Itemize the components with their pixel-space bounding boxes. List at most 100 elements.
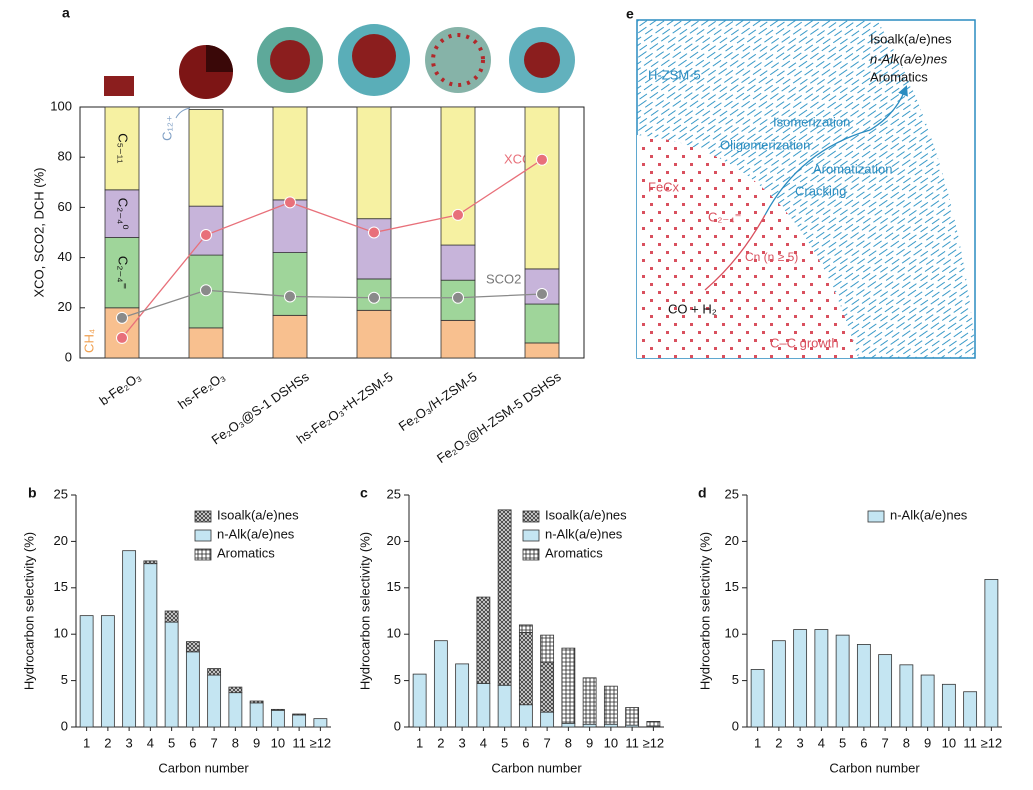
bar-segment — [920, 674, 935, 728]
bar-segment — [412, 673, 427, 728]
x-axis-label: Carbon number — [491, 760, 582, 775]
particle-illustrations — [104, 24, 575, 99]
bar-segment — [185, 651, 200, 728]
bar-segment — [814, 629, 829, 728]
bar-segment — [143, 563, 158, 728]
y-tick-label: 25 — [387, 486, 401, 501]
y-axis-label: XCO, SCO2, DCH (%) — [31, 167, 46, 297]
feed: CO + H₂ — [668, 301, 717, 316]
bar-segment — [356, 309, 392, 359]
marker — [284, 290, 296, 303]
marker — [116, 311, 128, 324]
y-tick-label: 40 — [58, 249, 72, 264]
bar-segment — [878, 654, 893, 728]
bar-segment — [646, 721, 661, 727]
bar-segment — [984, 579, 999, 728]
bar-segment — [899, 664, 914, 728]
zeolite-label: H-ZSM-5 — [648, 67, 701, 82]
bar-segment — [292, 713, 307, 716]
x-tick-label: 1 — [83, 735, 90, 750]
bar-segment — [524, 106, 560, 270]
y-tick-label: 5 — [394, 672, 401, 687]
y-tick-label: 80 — [58, 149, 72, 164]
bar-segment — [476, 682, 491, 728]
x-tick-label: 5 — [168, 735, 175, 750]
bar-segment — [540, 634, 555, 663]
bar-segment — [625, 707, 640, 726]
y-tick-label: 0 — [394, 718, 401, 733]
step: Aromatization — [813, 161, 892, 176]
bar-segment — [497, 509, 512, 686]
bar-segment — [941, 683, 956, 728]
y-tick-label: 10 — [725, 626, 739, 641]
x-tick-label: b-Fe₂O₃ — [96, 369, 143, 408]
y-axis-label: Hydrocarbon selectivity (%) — [21, 532, 36, 690]
legend-label: n-Alk(a/e)nes — [545, 526, 623, 541]
x-tick-label: 9 — [924, 735, 931, 750]
bar-segment — [540, 661, 555, 713]
bar-segment — [164, 610, 179, 623]
bar-segment — [524, 342, 560, 359]
legend-label: n-Alk(a/e)nes — [890, 507, 968, 522]
bar-segment — [440, 106, 476, 246]
x-tick-label: 7 — [544, 735, 551, 750]
bar-segment — [603, 685, 618, 725]
bar-segment — [524, 303, 560, 344]
y-tick-label: 5 — [61, 672, 68, 687]
y-axis-label: Hydrocarbon selectivity (%) — [357, 532, 372, 690]
y-tick-label: 20 — [58, 299, 72, 314]
bar-segment — [835, 634, 850, 728]
legend-label: Aromatics — [545, 545, 603, 560]
x-tick-label: 10 — [604, 735, 618, 750]
x-tick-label: 11 — [292, 735, 306, 750]
bar-segment — [122, 550, 137, 728]
x-tick-label: 6 — [860, 735, 867, 750]
legend-swatch — [522, 529, 540, 542]
x-tick-label: 4 — [147, 735, 154, 750]
diagram: e Isoalk(a/e)nes n-Alk(a/e)nes Aromatics… — [626, 6, 976, 359]
x-tick-label: 8 — [232, 735, 239, 750]
marker — [536, 287, 548, 300]
bar-segment — [561, 722, 576, 728]
legend-swatch — [194, 510, 212, 523]
legend-swatch — [194, 529, 212, 542]
y-tick-label: 0 — [732, 718, 739, 733]
growth: C–C growth — [770, 335, 839, 350]
intermediate: Cn (n ≥ 5) — [745, 250, 798, 264]
legend-swatch — [522, 548, 540, 561]
y-tick-label: 0 — [61, 718, 68, 733]
x-tick-label: 8 — [903, 735, 910, 750]
marker — [200, 229, 212, 242]
x-axis-label: Carbon number — [829, 760, 920, 775]
y-tick-label: 25 — [725, 486, 739, 501]
product: Aromatics — [870, 69, 928, 84]
x-tick-label: 8 — [565, 735, 572, 750]
bar-segment — [272, 252, 308, 316]
legend-swatch — [522, 510, 540, 523]
bar-segment — [963, 691, 978, 728]
x-tick-label: 2 — [775, 735, 782, 750]
legend-swatch — [194, 548, 212, 561]
bar-segment — [313, 718, 328, 728]
bar-segment — [272, 314, 308, 359]
legend-swatch — [867, 510, 885, 523]
marker — [452, 291, 464, 304]
bar-segment — [771, 640, 786, 728]
bar-segment — [79, 615, 94, 728]
bar-segment — [104, 106, 140, 191]
x-tick-label: 9 — [253, 735, 260, 750]
x-tick-label: 1 — [754, 735, 761, 750]
bar-segment — [104, 237, 140, 309]
panel-label: a — [62, 5, 70, 21]
bar-segment — [188, 109, 224, 207]
marker — [536, 153, 548, 166]
panel-label: e — [626, 6, 634, 22]
bar-segment — [104, 189, 140, 238]
bar-segment — [249, 700, 264, 704]
marker — [368, 291, 380, 304]
y-tick-label: 10 — [387, 626, 401, 641]
bar-segment — [497, 684, 512, 728]
panel-label: c — [360, 485, 368, 501]
panel-label: d — [698, 485, 707, 501]
